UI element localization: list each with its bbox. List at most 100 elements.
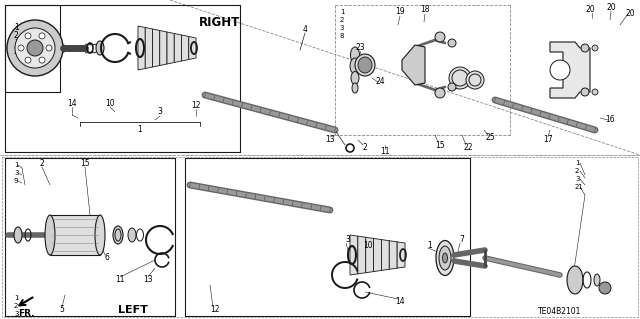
Polygon shape	[160, 31, 167, 65]
Circle shape	[46, 45, 52, 51]
Ellipse shape	[439, 246, 451, 270]
Circle shape	[599, 282, 611, 294]
Text: 3: 3	[14, 170, 19, 176]
Polygon shape	[365, 237, 374, 273]
Circle shape	[581, 88, 589, 96]
Circle shape	[7, 20, 63, 76]
Text: 3: 3	[14, 311, 19, 317]
Text: 3: 3	[14, 40, 19, 48]
Polygon shape	[167, 32, 174, 64]
Circle shape	[592, 45, 598, 51]
Ellipse shape	[594, 274, 600, 286]
Text: 2: 2	[40, 159, 44, 167]
Text: 3: 3	[575, 176, 579, 182]
Polygon shape	[138, 26, 145, 70]
Text: 12: 12	[191, 100, 201, 109]
Polygon shape	[174, 33, 182, 63]
Polygon shape	[381, 240, 389, 271]
Text: 1: 1	[340, 9, 344, 15]
Text: 1: 1	[14, 24, 19, 33]
Circle shape	[592, 89, 598, 95]
Text: 25: 25	[485, 133, 495, 143]
Text: 10: 10	[105, 99, 115, 108]
Ellipse shape	[567, 266, 583, 294]
Text: 8: 8	[340, 33, 344, 39]
Ellipse shape	[442, 253, 447, 263]
Ellipse shape	[452, 70, 468, 86]
Ellipse shape	[352, 83, 358, 93]
Circle shape	[448, 39, 456, 47]
Text: 3: 3	[346, 235, 351, 244]
Ellipse shape	[449, 67, 471, 89]
Circle shape	[25, 33, 31, 39]
Ellipse shape	[45, 215, 55, 255]
Polygon shape	[397, 242, 405, 268]
Text: RIGHT: RIGHT	[200, 16, 241, 28]
Ellipse shape	[95, 215, 105, 255]
Polygon shape	[152, 29, 160, 67]
Ellipse shape	[351, 71, 359, 85]
Text: 9: 9	[14, 178, 19, 184]
Polygon shape	[189, 36, 196, 60]
Text: 21: 21	[575, 184, 584, 190]
Circle shape	[435, 32, 445, 42]
Polygon shape	[402, 45, 425, 85]
Circle shape	[435, 88, 445, 98]
Circle shape	[25, 57, 31, 63]
Text: 13: 13	[325, 136, 335, 145]
Text: 1: 1	[14, 295, 19, 301]
Text: 2: 2	[340, 17, 344, 23]
Circle shape	[448, 83, 456, 91]
Text: 11: 11	[380, 147, 390, 157]
Ellipse shape	[355, 54, 375, 76]
Ellipse shape	[350, 58, 360, 74]
Circle shape	[15, 28, 55, 68]
Circle shape	[18, 45, 24, 51]
Ellipse shape	[113, 226, 123, 244]
Ellipse shape	[351, 47, 360, 63]
Text: 19: 19	[395, 8, 405, 17]
Text: 2: 2	[14, 303, 19, 309]
Text: 13: 13	[143, 276, 153, 285]
Text: 17: 17	[543, 136, 553, 145]
Text: 20: 20	[585, 5, 595, 14]
Polygon shape	[182, 35, 189, 61]
Circle shape	[39, 33, 45, 39]
Text: 11: 11	[115, 276, 125, 285]
Text: 20: 20	[625, 10, 635, 19]
Polygon shape	[145, 27, 152, 69]
Polygon shape	[350, 235, 358, 275]
Text: 21: 21	[14, 48, 24, 56]
Text: 14: 14	[67, 99, 77, 108]
Polygon shape	[389, 241, 397, 269]
Polygon shape	[358, 236, 365, 274]
Ellipse shape	[466, 71, 484, 89]
Text: 15: 15	[80, 159, 90, 167]
Text: 15: 15	[435, 140, 445, 150]
Ellipse shape	[96, 41, 104, 55]
Circle shape	[550, 60, 570, 80]
Text: 4: 4	[303, 26, 307, 34]
Text: 23: 23	[355, 42, 365, 51]
Text: 2: 2	[363, 144, 367, 152]
Text: 1: 1	[575, 160, 579, 166]
Text: 3: 3	[340, 25, 344, 31]
Circle shape	[39, 57, 45, 63]
Text: 2: 2	[575, 168, 579, 174]
Text: LEFT: LEFT	[118, 305, 148, 315]
Ellipse shape	[14, 227, 22, 243]
Text: 7: 7	[460, 235, 465, 244]
Text: 3: 3	[157, 108, 163, 116]
Text: 24: 24	[375, 78, 385, 86]
Text: TE04B2101: TE04B2101	[538, 308, 581, 316]
Text: 1: 1	[14, 162, 19, 168]
Text: 1: 1	[138, 125, 142, 135]
Bar	[50, 215, 100, 255]
Text: 2: 2	[14, 32, 19, 41]
Text: 22: 22	[463, 144, 473, 152]
Text: 10: 10	[363, 241, 373, 249]
Text: 5: 5	[60, 306, 65, 315]
Ellipse shape	[358, 57, 372, 73]
Circle shape	[581, 44, 589, 52]
Polygon shape	[374, 238, 381, 271]
